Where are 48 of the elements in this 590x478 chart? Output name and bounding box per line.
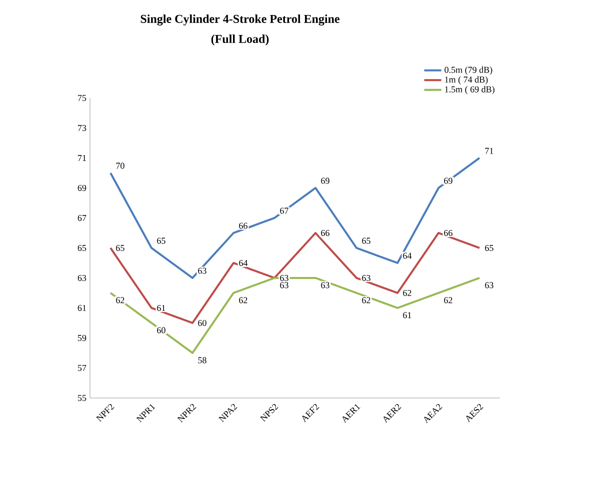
data-label: 65 bbox=[485, 244, 494, 252]
data-label: 63 bbox=[198, 268, 206, 274]
chart-title: Single Cylinder 4-Stroke Petrol Engine bbox=[140, 14, 340, 26]
data-label: 67 bbox=[280, 208, 288, 214]
y-tick-label: 55 bbox=[78, 394, 86, 401]
legend-label: 1m ( 74 dB) bbox=[445, 76, 488, 84]
data-label: 64 bbox=[403, 252, 412, 259]
data-label: 70 bbox=[116, 162, 124, 169]
y-tick-label: 61 bbox=[78, 304, 86, 312]
data-label: 63 bbox=[280, 282, 288, 288]
data-label: 63 bbox=[362, 274, 370, 282]
data-label: 62 bbox=[239, 297, 248, 304]
line-series bbox=[110, 156, 481, 279]
data-label: 66 bbox=[444, 230, 452, 236]
data-label: 62 bbox=[362, 297, 370, 304]
legend-label: 0.5m (79 dB) bbox=[444, 66, 492, 75]
data-label: 71 bbox=[485, 148, 494, 154]
y-tick-label: 69 bbox=[78, 184, 86, 192]
y-tick-label: 57 bbox=[78, 364, 86, 371]
legend-label: 1.5m ( 69 dB) bbox=[445, 86, 494, 94]
y-tick-label: 59 bbox=[78, 334, 86, 342]
data-label: 60 bbox=[198, 320, 206, 326]
data-label: 65 bbox=[157, 238, 166, 244]
data-label: 69 bbox=[321, 178, 330, 184]
data-label: 65 bbox=[362, 238, 370, 244]
data-label: 63 bbox=[485, 282, 494, 288]
data-label: 62 bbox=[403, 290, 412, 296]
data-label: 62 bbox=[116, 297, 124, 304]
data-label: 66 bbox=[239, 222, 248, 229]
y-tick-label: 75 bbox=[78, 94, 86, 101]
data-label: 63 bbox=[280, 274, 288, 282]
y-tick-label: 71 bbox=[78, 155, 86, 161]
data-label: 62 bbox=[444, 297, 452, 304]
data-label: 64 bbox=[239, 260, 248, 266]
data-label: 63 bbox=[321, 282, 330, 288]
y-tick-label: 63 bbox=[78, 274, 86, 282]
y-tick-label: 67 bbox=[78, 214, 86, 222]
data-label: 66 bbox=[321, 230, 330, 236]
data-label: 61 bbox=[403, 312, 412, 318]
y-tick-label: 65 bbox=[78, 244, 86, 252]
chart-subtitle: (Full Load) bbox=[211, 34, 269, 46]
data-label: 65 bbox=[116, 244, 124, 252]
y-tick-label: 73 bbox=[78, 124, 86, 132]
data-label: 58 bbox=[198, 357, 206, 364]
data-label: 61 bbox=[157, 304, 166, 312]
line-series bbox=[110, 232, 481, 324]
data-label: 60 bbox=[157, 327, 166, 334]
data-label: 69 bbox=[444, 178, 452, 184]
